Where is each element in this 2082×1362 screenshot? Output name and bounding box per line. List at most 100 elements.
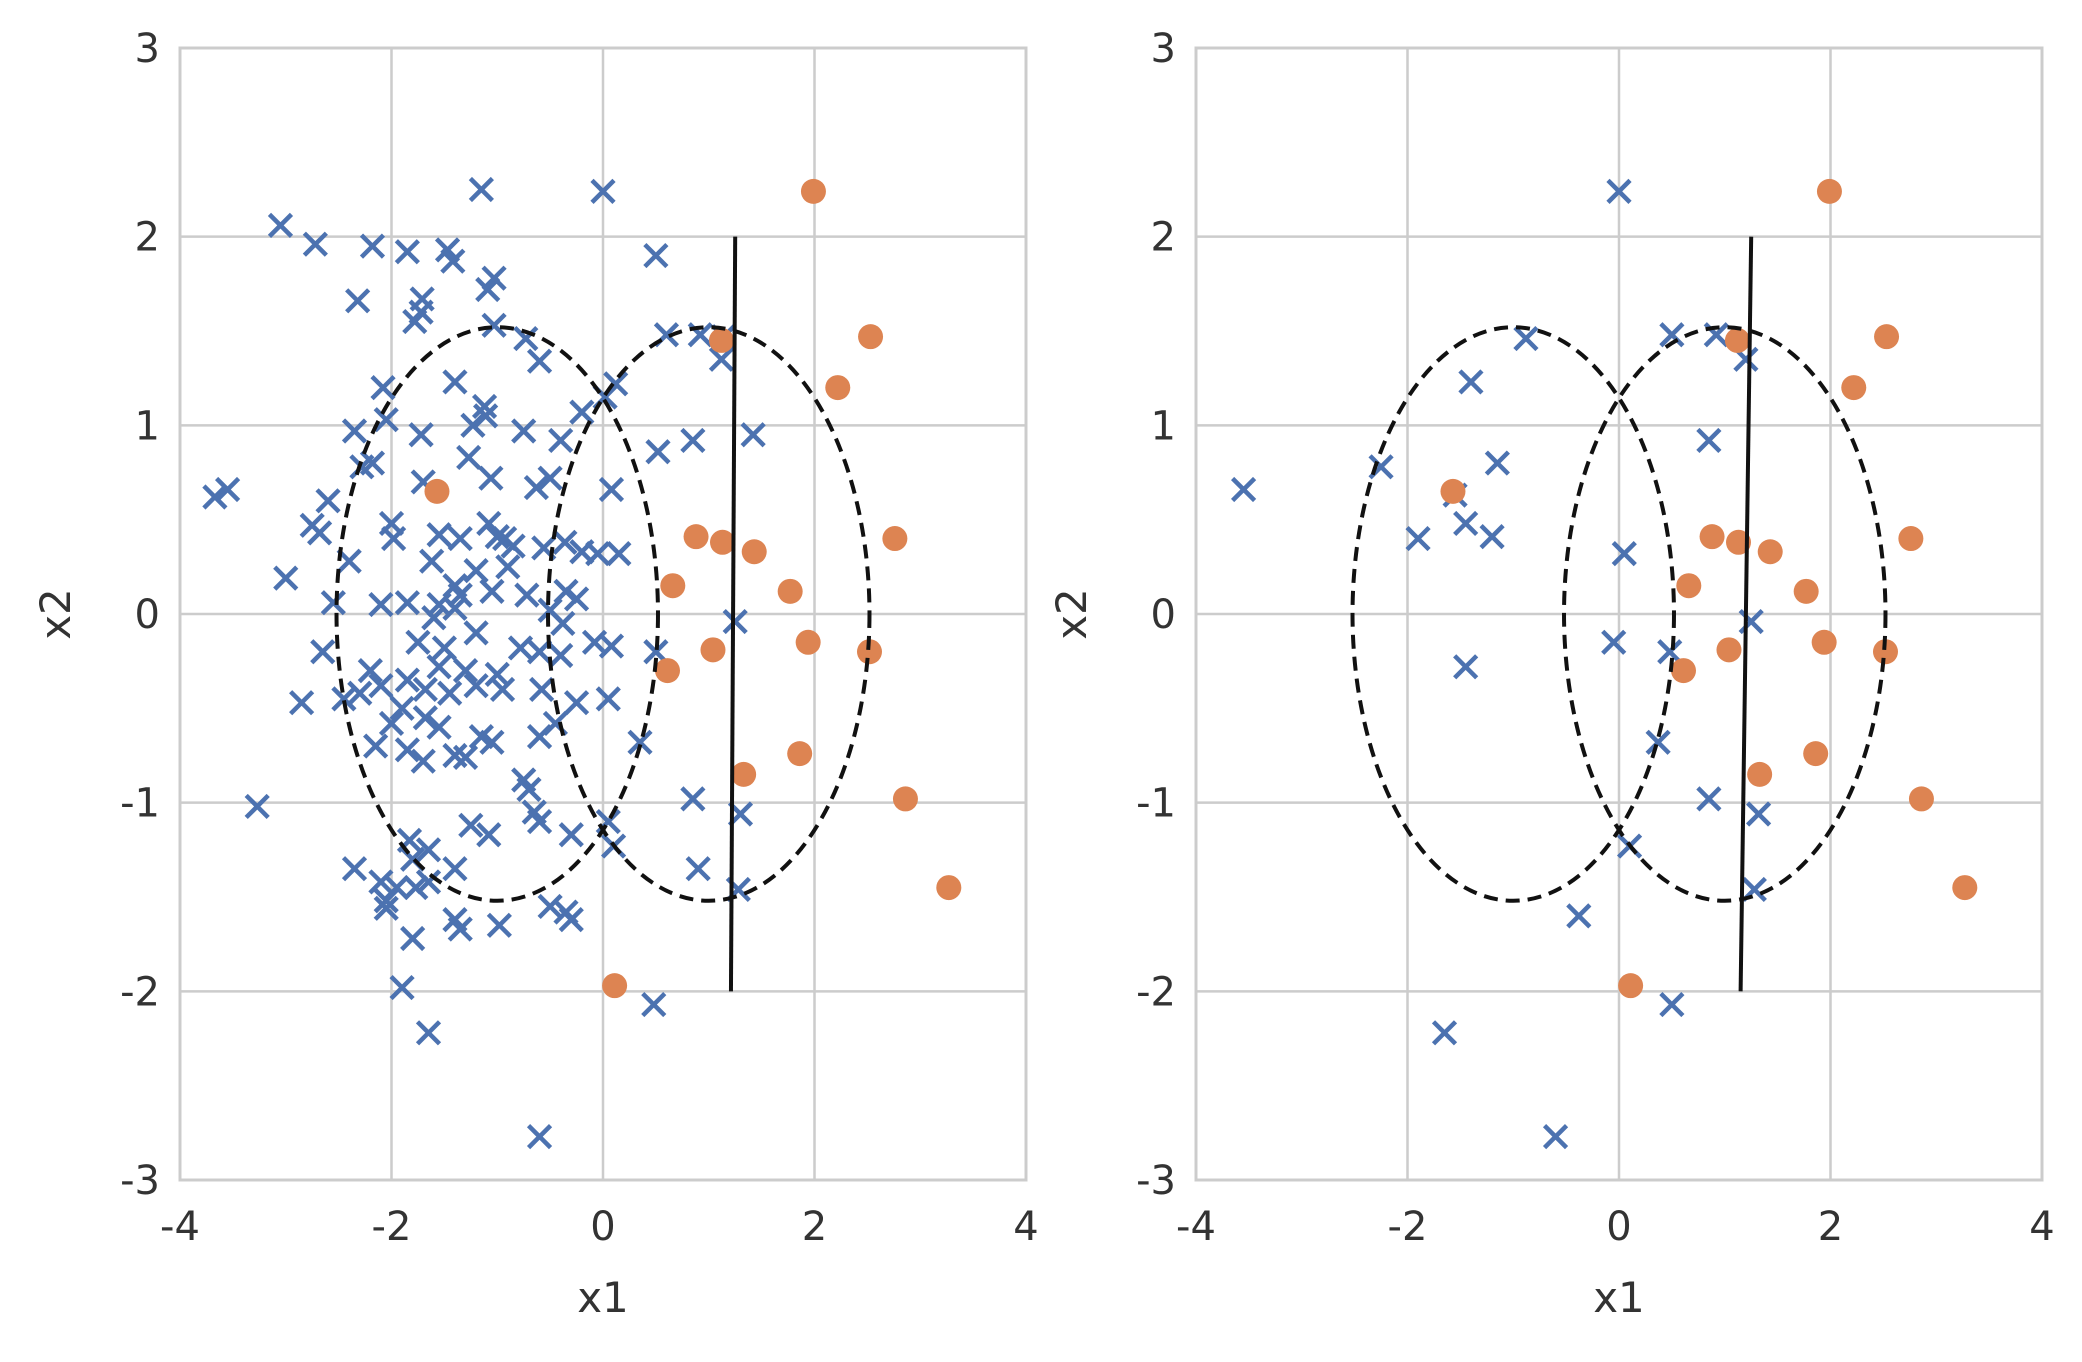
left-x-marker-stroke <box>740 422 766 448</box>
left-x-marker-stroke <box>394 667 420 693</box>
left-x-marker-stroke <box>563 690 590 716</box>
left-x-marker <box>558 822 584 848</box>
right-x-marker <box>1453 654 1479 680</box>
left-x-marker <box>431 635 457 661</box>
left-x-marker <box>378 710 405 737</box>
left-x-axis-label: x1 <box>577 1273 629 1322</box>
right-x-marker <box>1484 450 1510 476</box>
left-x-marker-stroke <box>373 407 399 433</box>
left-x-marker <box>558 907 584 933</box>
right-circle-marker <box>1874 324 1900 350</box>
right-x-marker <box>1566 903 1592 929</box>
left-x-marker <box>484 661 510 687</box>
left-x-marker-stroke <box>687 322 713 348</box>
left-x-marker <box>381 525 407 552</box>
left-x-marker <box>442 369 468 395</box>
left-x-marker-stroke <box>641 991 667 1018</box>
left-x-marker-stroke <box>368 869 394 895</box>
left-circle-marker <box>787 741 813 767</box>
right-x-marker <box>1601 629 1627 655</box>
left-x-marker-stroke <box>447 916 473 942</box>
left-x-marker <box>373 895 399 921</box>
left-x-marker-stroke <box>373 895 399 921</box>
left-x-marker-stroke <box>410 748 436 774</box>
left-x-marker-stroke <box>437 680 463 706</box>
left-x-marker <box>489 676 516 703</box>
right-circle-marker <box>1952 875 1978 901</box>
left-x-marker-stroke <box>442 742 468 769</box>
left-x-marker-stroke <box>442 856 468 882</box>
left-circle-marker <box>709 529 735 555</box>
left-x-marker-stroke <box>412 676 438 703</box>
left-x-marker <box>345 288 371 314</box>
left-x-marker-stroke <box>347 680 373 706</box>
left-x-marker <box>415 1020 442 1046</box>
right-dashed-ellipse-2 <box>1562 325 1888 903</box>
left-x-marker <box>595 686 621 712</box>
right-x-tick-label: -2 <box>1388 1204 1428 1250</box>
left-x-marker-stroke <box>412 705 438 731</box>
right-x-marker <box>1745 801 1772 827</box>
left-x-marker <box>415 869 442 895</box>
left-x-marker <box>523 475 549 501</box>
left-circle-marker <box>892 786 918 812</box>
right-x-marker-stroke <box>1513 325 1539 352</box>
left-x-marker-stroke <box>526 348 553 374</box>
left-x-marker <box>458 812 484 838</box>
left-x-marker-stroke <box>214 476 241 503</box>
left-x-marker <box>471 393 498 420</box>
left-x-marker <box>468 176 494 203</box>
left-x-marker <box>685 856 711 882</box>
left-x-marker <box>306 520 333 546</box>
left-x-tick-label: 4 <box>1013 1204 1038 1250</box>
right-circle-marker <box>1716 637 1742 663</box>
left-x-marker-stroke <box>558 907 584 933</box>
left-x-marker <box>419 548 445 574</box>
left-circle-marker <box>655 658 681 684</box>
left-x-marker-stroke <box>495 554 521 580</box>
left-x-marker <box>244 793 270 820</box>
left-x-marker-stroke <box>415 869 442 895</box>
left-x-marker-stroke <box>569 399 595 425</box>
left-plot-frame <box>178 46 1028 1182</box>
left-x-marker <box>475 276 501 303</box>
left-x-marker <box>552 529 578 555</box>
left-x-marker-stroke <box>473 403 499 429</box>
right-x-marker-stroke <box>1230 476 1257 503</box>
left-x-marker <box>410 748 436 774</box>
left-x-marker <box>479 729 505 755</box>
left-x-marker <box>569 399 595 425</box>
right-x-tick-label: 0 <box>1606 1204 1631 1250</box>
left-x-marker-stroke <box>478 465 504 491</box>
right-x-marker <box>1479 524 1505 550</box>
left-x-marker <box>315 488 341 514</box>
right-x-marker-stroke <box>1542 1124 1569 1150</box>
left-x-marker-stroke <box>302 231 328 257</box>
left-x-marker-stroke <box>476 822 502 848</box>
left-x-marker-stroke <box>479 729 505 755</box>
left-x-marker-stroke <box>463 673 489 699</box>
right-x-marker <box>1645 729 1671 755</box>
left-x-marker <box>405 629 431 655</box>
left-x-marker-stroke <box>273 565 299 591</box>
left-x-marker-stroke <box>526 639 553 665</box>
left-y-tick-label: 1 <box>135 403 160 449</box>
left-x-marker-stroke <box>463 558 489 584</box>
right-x-tick-label: 2 <box>1818 1204 1843 1250</box>
left-x-marker <box>403 874 429 901</box>
right-x-marker-stroke <box>1657 639 1683 665</box>
left-x-marker-stroke <box>537 893 563 920</box>
left-x-marker <box>426 714 452 740</box>
left-x-marker <box>526 348 553 374</box>
left-x-marker-stroke <box>426 714 452 740</box>
right-x-marker-stroke <box>1733 346 1759 372</box>
left-x-marker <box>447 582 473 608</box>
left-x-marker <box>550 610 576 637</box>
left-x-marker <box>400 925 426 952</box>
right-x-marker <box>1611 541 1637 567</box>
right-x-marker <box>1513 325 1539 352</box>
left-y-tick-label: -1 <box>120 781 160 827</box>
right-x-marker <box>1657 639 1683 665</box>
left-x-marker-stroke <box>419 548 445 574</box>
left-x-marker-stroke <box>389 974 415 1001</box>
